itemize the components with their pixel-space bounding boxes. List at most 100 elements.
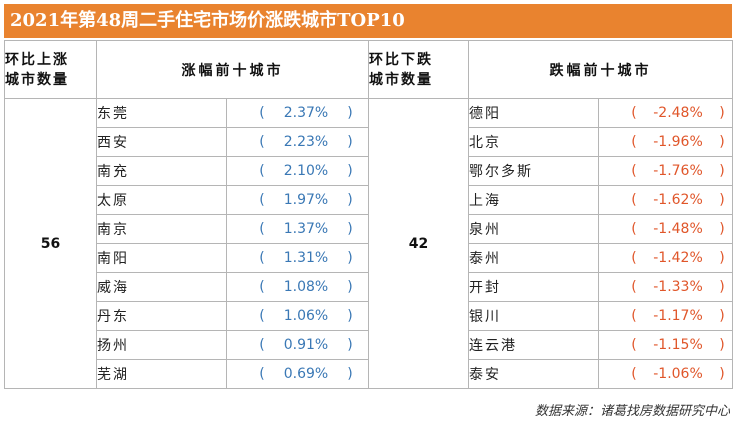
down-city-change-value: -1.15% [653,337,703,353]
up-city-name: 太原 [96,185,227,215]
down-city-change-value: -1.42% [653,250,703,266]
up-city-change-value: 2.10% [283,163,329,179]
down-city-count: 42 [368,98,469,389]
down-count-header: 环比下跌 城市数量 [368,40,469,99]
close-paren: ) [347,308,353,324]
down-city-change-cell: (-1.48%) [598,214,733,244]
down-rank-header: 跌幅前十城市 [468,40,733,99]
down-city-name: 泰安 [468,359,599,389]
close-paren: ) [347,221,353,237]
close-paren: ) [719,134,725,150]
open-paren: ( [631,192,637,208]
down-city-change-value: -1.17% [653,308,703,324]
open-paren: ( [259,221,265,237]
down-city-name: 泉州 [468,214,599,244]
up-count-header-line1: 环比上涨 [5,51,69,68]
down-city-change-cell: ( -1.33%) [598,272,733,302]
open-paren: ( [259,163,265,179]
up-city-change-value: 1.97% [283,192,329,208]
up-city-change-cell: (0.91%) [226,330,369,360]
close-paren: ) [347,134,353,150]
table-title: 2021年第48周二手住宅市场价涨跌城市TOP10 [4,4,732,38]
open-paren: ( [631,105,637,121]
down-city-change-cell: ( -2.48%) [598,98,733,128]
data-source-note: 数据来源：诸葛找房数据研究中心 [534,404,730,419]
down-city-change-value: -1.76% [653,163,703,179]
down-city-change-cell: ( -1.42%) [598,243,733,273]
down-count-header-line1: 环比下跌 [369,51,433,68]
close-paren: ) [347,366,353,382]
up-city-name: 东莞 [96,98,227,128]
up-city-change-value: 1.37% [283,221,329,237]
up-city-change-cell: (0.69%) [226,359,369,389]
open-paren: ( [631,163,637,179]
city-price-change-table: 环比上涨 城市数量 涨幅前十城市 环比下跌 城市数量 跌幅前十城市 56 东莞(2… [4,40,733,389]
close-paren: ) [719,192,725,208]
up-city-change-cell: (2.10%) [226,156,369,186]
up-city-name: 西安 [96,127,227,157]
down-city-change-cell: (-1.62%) [598,185,733,215]
close-paren: ) [347,163,353,179]
up-city-change-cell: (1.06%) [226,301,369,331]
down-city-change-value: -1.33% [653,279,703,295]
up-city-name: 南京 [96,214,227,244]
open-paren: ( [631,134,637,150]
close-paren: ) [347,279,353,295]
close-paren: ) [719,279,725,295]
header-row: 环比上涨 城市数量 涨幅前十城市 环比下跌 城市数量 跌幅前十城市 [4,40,733,99]
table-row: 丹东(1.06%) 银川(-1.17%) [5,301,733,331]
open-paren: ( [631,337,637,353]
close-paren: ) [719,366,725,382]
down-city-change-cell: ( -1.96%) [598,127,733,157]
up-city-change-cell: (2.37%) [226,98,369,128]
down-city-change-cell: ( -1.76%) [598,156,733,186]
up-city-change-value: 1.31% [283,250,329,266]
down-city-change-value: -1.96% [653,134,703,150]
down-city-change-value: -2.48% [653,105,703,121]
up-city-change-value: 2.37% [283,105,329,121]
down-city-name: 泰州 [468,243,599,273]
close-paren: ) [719,337,725,353]
up-city-change-value: 0.69% [283,366,329,382]
open-paren: ( [631,366,637,382]
down-city-name: 银川 [468,301,599,331]
up-count-header: 环比上涨 城市数量 [4,40,97,99]
up-city-change-value: 1.06% [283,308,329,324]
up-city-change-value: 2.23% [283,134,329,150]
close-paren: ) [347,250,353,266]
up-city-name: 威海 [96,272,227,302]
open-paren: ( [259,105,265,121]
up-count-header-line2: 城市数量 [5,71,69,88]
close-paren: ) [719,105,725,121]
table-row: 芜湖(0.69%) 泰安(-1.06%) [5,359,733,389]
close-paren: ) [347,337,353,353]
up-city-change-cell: (1.31%) [226,243,369,273]
down-city-name: 连云港 [468,330,599,360]
table-row: 56 东莞(2.37%) 42 德阳(-2.48%) [4,98,733,389]
open-paren: ( [259,337,265,353]
close-paren: ) [719,250,725,266]
down-city-change-cell: ( -1.15%) [598,330,733,360]
down-city-change-cell: (-1.17%) [598,301,733,331]
close-paren: ) [719,163,725,179]
down-city-name: 北京 [468,127,599,157]
open-paren: ( [259,279,265,295]
up-rank-header: 涨幅前十城市 [96,40,369,99]
close-paren: ) [719,221,725,237]
table-row: 扬州(0.91%) 连云港 ( -1.15%) [5,330,733,360]
table-row: 威海(1.08%) 开封(-1.33%) [5,272,733,302]
close-paren: ) [347,192,353,208]
open-paren: ( [259,366,265,382]
open-paren: ( [631,221,637,237]
up-city-change-cell: (1.97%) [226,185,369,215]
up-city-name: 扬州 [96,330,227,360]
up-city-name: 丹东 [96,301,227,331]
down-city-name: 德阳 [468,98,599,128]
table-row: 南京 (1.37%) 泉州(-1.48%) [5,214,733,244]
down-city-change-cell: (-1.06%) [598,359,733,389]
open-paren: ( [631,279,637,295]
up-city-name: 南阳 [96,243,227,273]
open-paren: ( [631,250,637,266]
close-paren: ) [719,308,725,324]
open-paren: ( [259,134,265,150]
